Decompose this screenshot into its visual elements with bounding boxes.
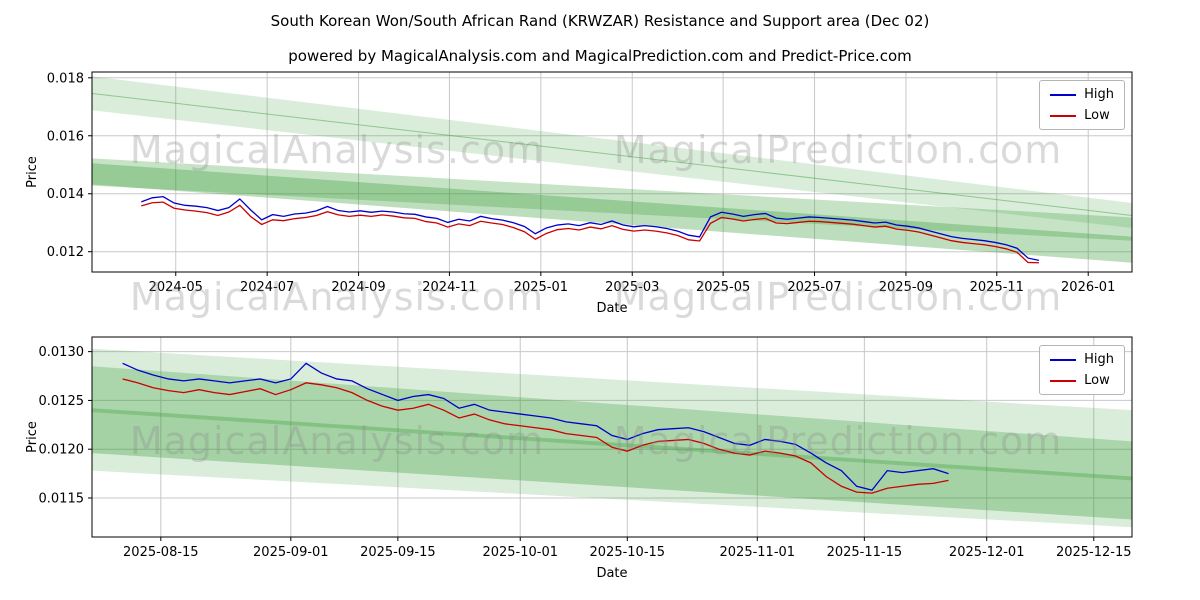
svg-text:2025-12-01: 2025-12-01: [949, 545, 1025, 560]
legend-low-line-swatch: [1050, 114, 1077, 117]
svg-text:0.016: 0.016: [47, 129, 84, 144]
svg-text:2024-07: 2024-07: [240, 280, 294, 295]
legend-low-line-swatch: [1050, 379, 1077, 382]
svg-text:2025-08-15: 2025-08-15: [123, 545, 199, 560]
svg-text:2025-10-01: 2025-10-01: [482, 545, 558, 560]
svg-text:2025-01: 2025-01: [514, 280, 568, 295]
svg-text:0.0120: 0.0120: [39, 443, 85, 458]
axes-border: [91, 71, 1133, 273]
grid-lines: [92, 337, 1132, 537]
svg-text:0.018: 0.018: [47, 71, 84, 86]
legend-top-chart: High Low: [1039, 80, 1125, 130]
svg-text:2025-11-15: 2025-11-15: [827, 545, 903, 560]
legend-low-label: Low: [1084, 373, 1110, 388]
x-axis-label: Date: [596, 566, 627, 581]
x-axis-label: Date: [596, 301, 627, 316]
svg-text:2025-11: 2025-11: [970, 280, 1024, 295]
chart-subtitle: powered by MagicalAnalysis.com and Magic…: [288, 47, 912, 65]
svg-text:2025-03: 2025-03: [605, 280, 659, 295]
legend-high-line-swatch: [1050, 93, 1077, 96]
svg-text:2025-09-01: 2025-09-01: [253, 545, 329, 560]
svg-text:2025-09: 2025-09: [879, 280, 933, 295]
chart-title: South Korean Won/South African Rand (KRW…: [270, 12, 930, 30]
svg-text:2025-10-15: 2025-10-15: [590, 545, 666, 560]
svg-text:0.0130: 0.0130: [39, 345, 85, 360]
axes-border: [91, 336, 1133, 538]
tick-labels: 2025-08-15 2025-09-01 2025-09-15 2025-10-01…: [39, 345, 1132, 560]
legend-low-label: Low: [1084, 108, 1110, 123]
tick-labels: 2024-05 2024-07 2024-09 2024-11 2025-01 2025-…: [47, 71, 1116, 295]
svg-text:0.0125: 0.0125: [39, 394, 85, 409]
svg-text:2024-05: 2024-05: [149, 280, 203, 295]
svg-text:0.014: 0.014: [47, 187, 84, 202]
support-resistance-bands: [92, 76, 1132, 263]
series-high-line: [122, 362, 949, 491]
y-axis-label: Price: [25, 421, 40, 453]
y-axis-label: Price: [25, 156, 40, 188]
svg-text:2025-07: 2025-07: [787, 280, 841, 295]
legend-item-low: Low: [1050, 108, 1114, 123]
support-resistance-bands: [92, 348, 1132, 528]
legend-item-low: Low: [1050, 373, 1114, 388]
legend-high-label: High: [1084, 352, 1114, 367]
series-high-line: [141, 195, 1040, 262]
legend-high-label: High: [1084, 87, 1114, 102]
svg-text:2025-12-15: 2025-12-15: [1056, 545, 1132, 560]
svg-text:0.0115: 0.0115: [39, 491, 85, 506]
legend-item-high: High: [1050, 352, 1114, 367]
svg-text:2024-11: 2024-11: [422, 280, 476, 295]
svg-text:2025-09-15: 2025-09-15: [360, 545, 436, 560]
svg-text:2026-01: 2026-01: [1061, 280, 1115, 295]
svg-text:2025-11-01: 2025-11-01: [720, 545, 796, 560]
svg-text:0.012: 0.012: [47, 245, 84, 260]
svg-text:2025-05: 2025-05: [696, 280, 750, 295]
legend-high-line-swatch: [1050, 358, 1077, 361]
series-low-line: [141, 201, 1039, 264]
series-low-line: [122, 378, 949, 494]
legend-item-high: High: [1050, 87, 1114, 102]
legend-bottom-chart: High Low: [1039, 345, 1125, 395]
svg-text:2024-09: 2024-09: [331, 280, 385, 295]
